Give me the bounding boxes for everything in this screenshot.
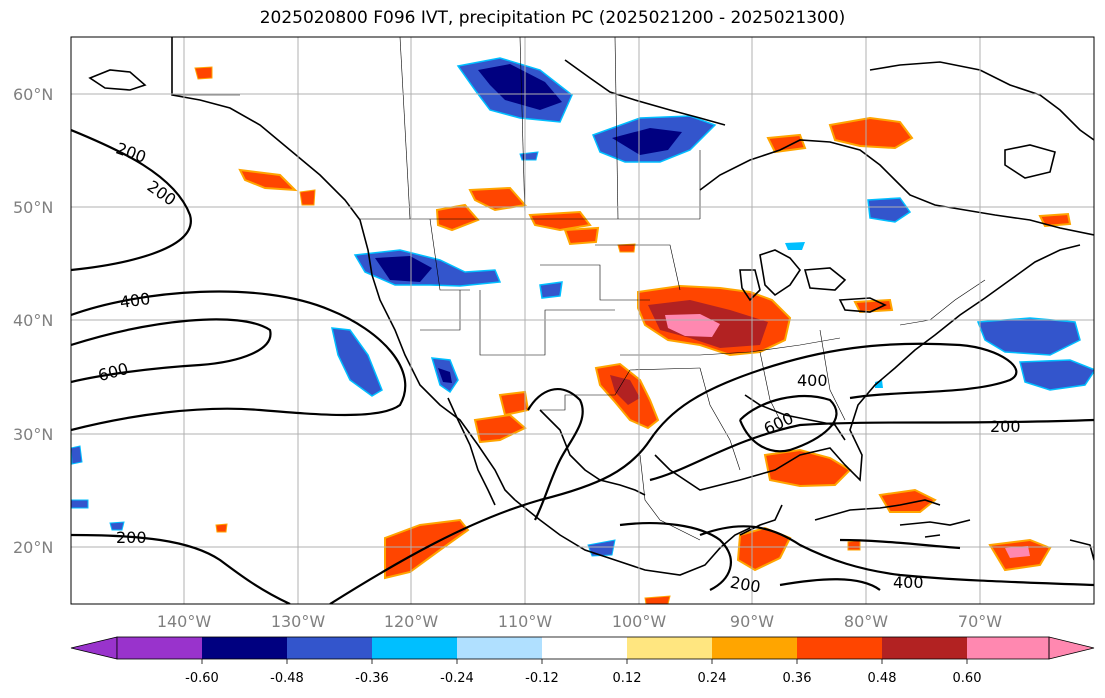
lon-label: 120°W (384, 612, 439, 631)
colorbar-frame (116, 636, 1050, 660)
latitude-labels: 60°N 50°N 40°N 30°N 20°N (13, 85, 53, 557)
colorbar-tick-label: -0.36 (355, 671, 389, 686)
colorbar-extend-min (70, 636, 118, 660)
lon-label: 110°W (498, 612, 553, 631)
colorbar-tick-label: -0.12 (525, 671, 559, 686)
lat-label: 20°N (13, 538, 53, 557)
colorbar-segment (372, 637, 457, 659)
contour-label: 400 (893, 573, 924, 592)
lon-label: 140°W (157, 612, 212, 631)
longitude-labels: 140°W 130°W 120°W 110°W 100°W 90°W 80°W … (157, 612, 1002, 631)
lat-label: 30°N (13, 425, 53, 444)
lon-label: 100°W (612, 612, 667, 631)
colorbar-segment (967, 637, 1049, 659)
colorbar-tick-label: 0.60 (953, 671, 982, 686)
colorbar-tick-label: 0.12 (613, 671, 642, 686)
map-title: 2025020800 F096 IVT, precipitation PC (2… (259, 8, 846, 28)
colorbar-segment (627, 637, 712, 659)
colorbar-tick-label: 0.36 (783, 671, 812, 686)
lon-label: 80°W (844, 612, 888, 631)
colorbar-segment (202, 637, 287, 659)
colorbar-segment (287, 637, 372, 659)
colorbar-tick-label: 0.24 (698, 671, 727, 686)
colorbar-tick-label: 0.48 (868, 671, 897, 686)
negative-precip-areas (71, 57, 1094, 557)
lon-label: 70°W (958, 612, 1002, 631)
colorbar-segment (882, 637, 967, 659)
colorbar-ticks (201, 659, 968, 664)
graticule (71, 37, 1094, 604)
colorbar-segment (797, 637, 882, 659)
coastlines (88, 37, 1094, 576)
colorbar-extend-max (1048, 636, 1095, 660)
colorbar: -0.60 -0.48 -0.36 -0.24 -0.12 0.12 0.24 … (70, 636, 1095, 686)
ivt-contours (71, 128, 1094, 604)
colorbar-segment (457, 637, 542, 659)
colorbar-tick-label: -0.48 (270, 671, 304, 686)
lat-label: 50°N (13, 198, 53, 217)
lat-label: 40°N (13, 311, 53, 330)
colorbar-tick-label: -0.24 (440, 671, 474, 686)
map-frame (70, 36, 1095, 605)
colorbar-segment (117, 637, 202, 659)
contour-label: 400 (119, 289, 152, 312)
contour-label: 200 (990, 417, 1021, 436)
colorbar-segment (712, 637, 797, 659)
lat-label: 60°N (13, 85, 53, 104)
lon-label: 130°W (271, 612, 326, 631)
colorbar-tick-label: -0.60 (185, 671, 219, 686)
lon-label: 90°W (730, 612, 774, 631)
contour-label: 400 (797, 371, 828, 390)
contour-label: 200 (116, 528, 147, 547)
colorbar-segment (542, 637, 627, 659)
